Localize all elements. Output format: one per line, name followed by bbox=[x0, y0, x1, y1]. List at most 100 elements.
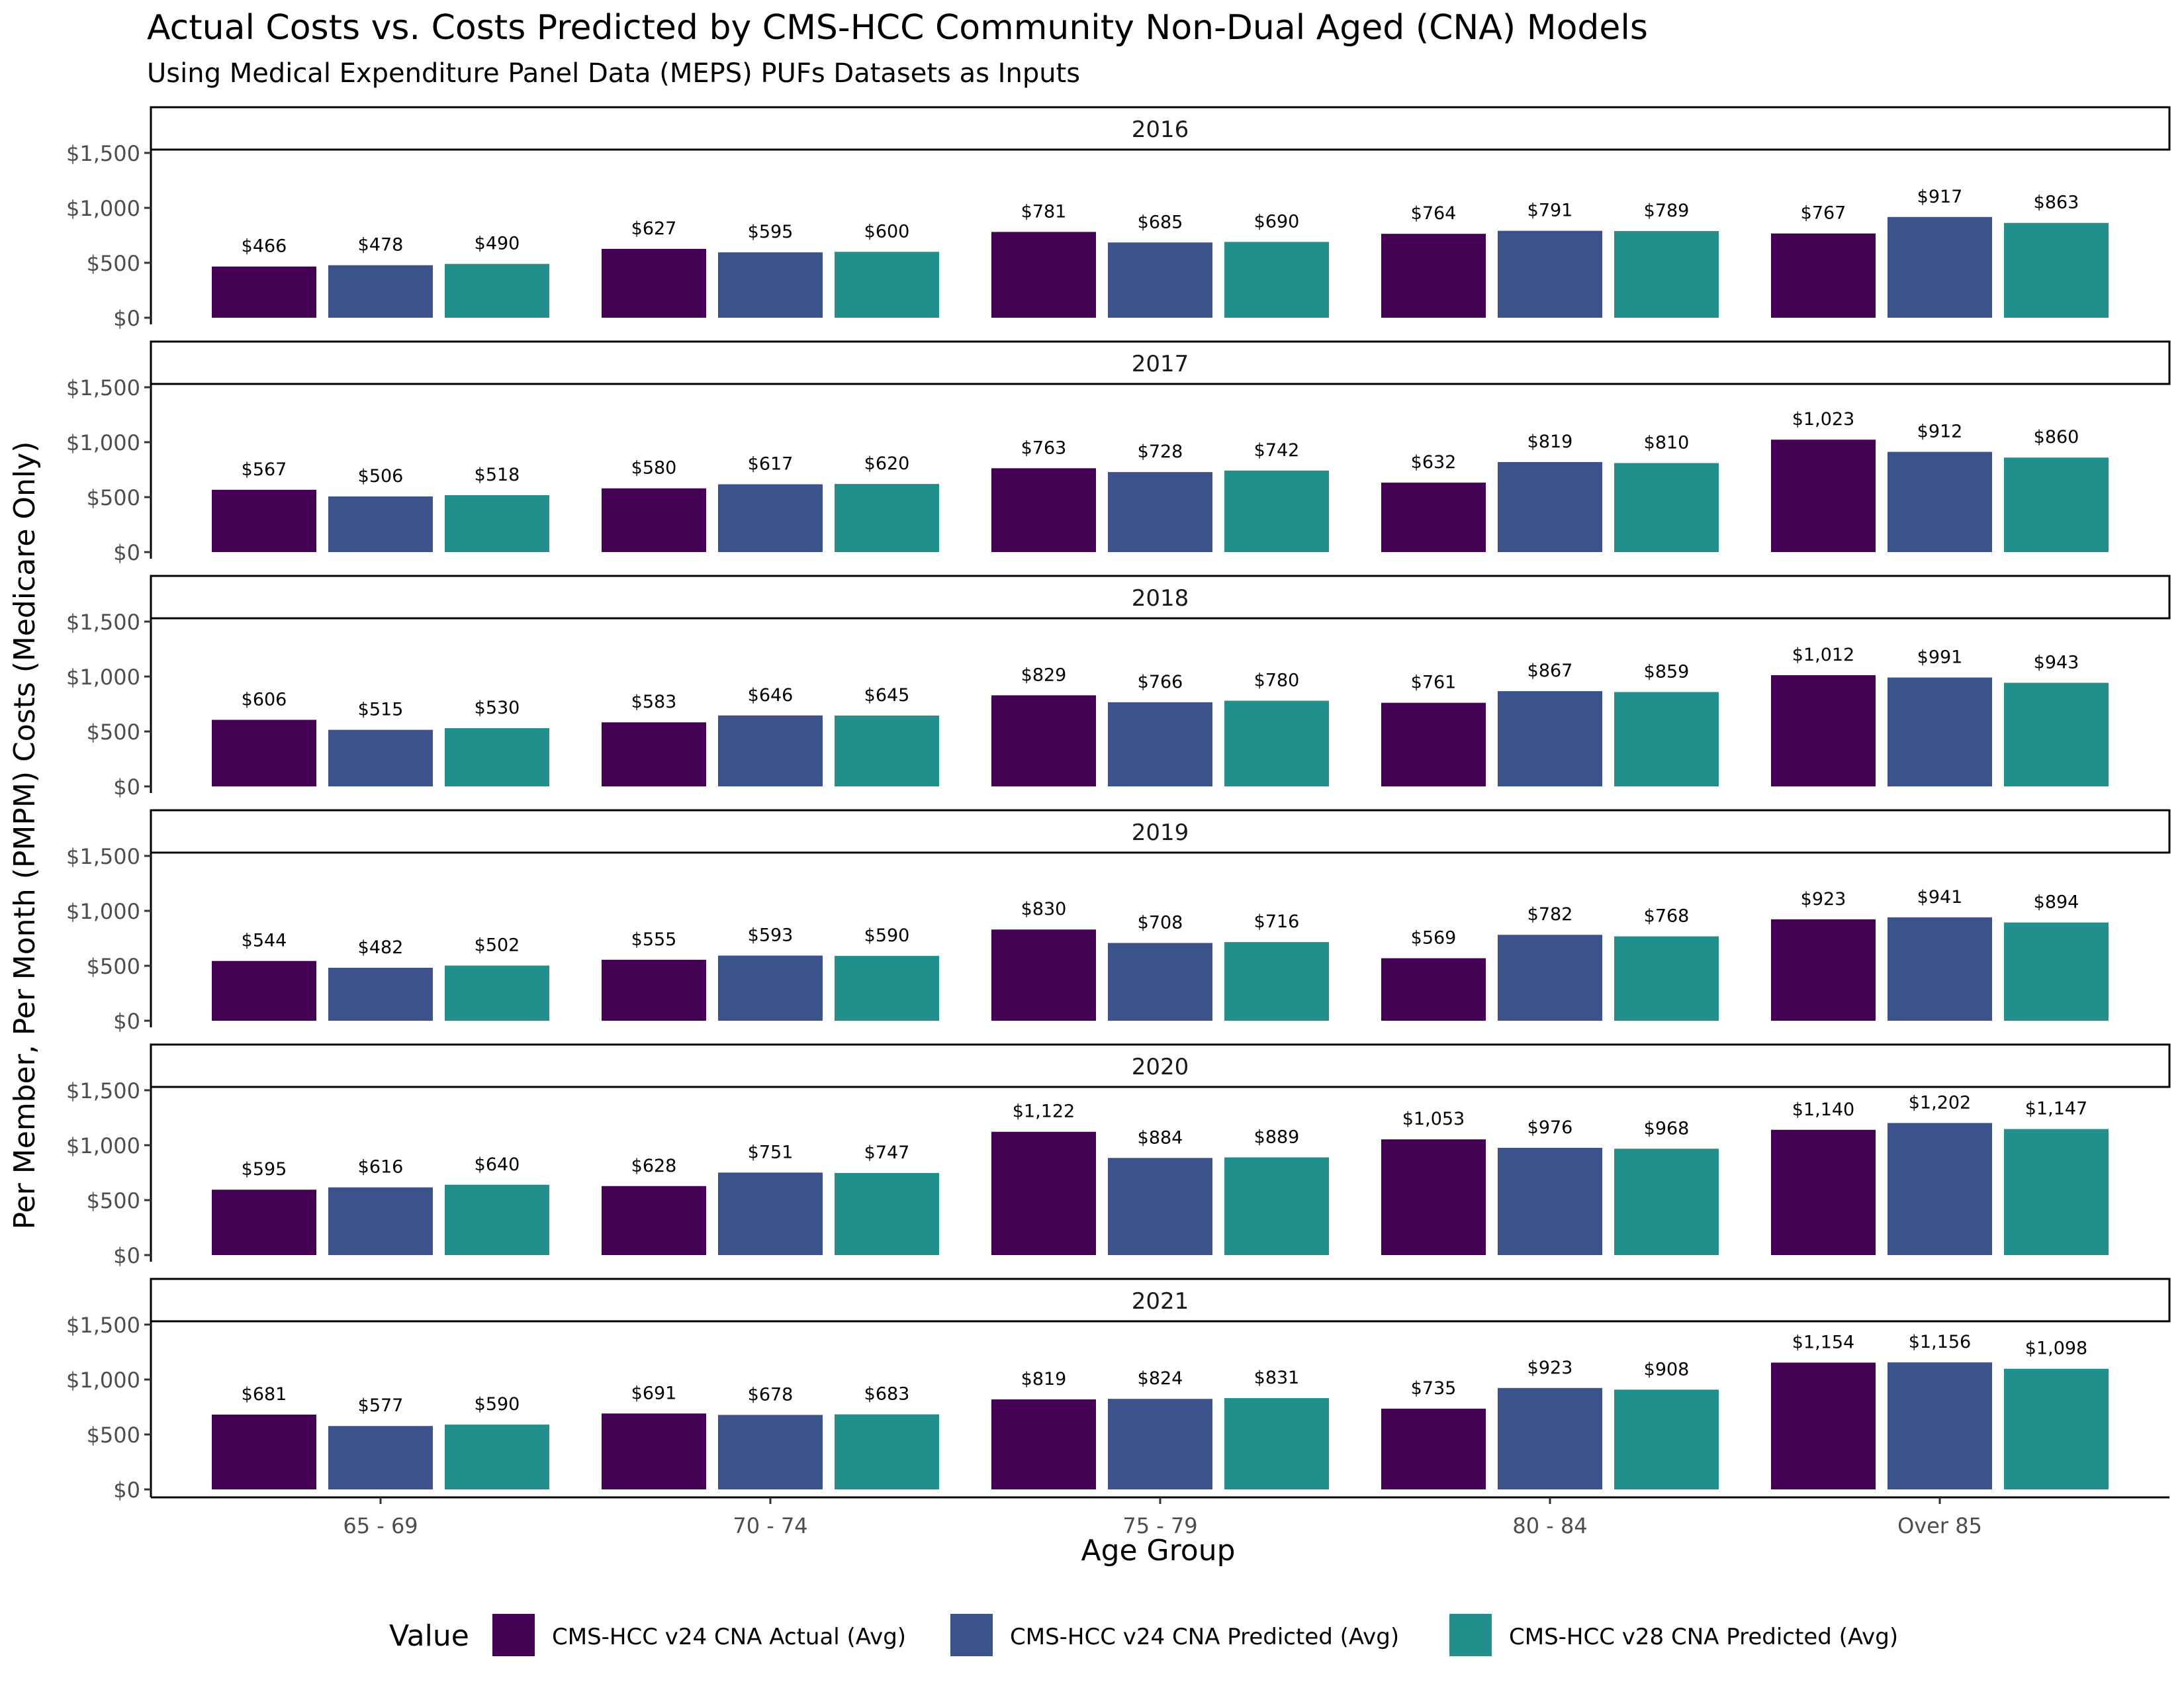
data-label: $590 bbox=[475, 1394, 520, 1415]
data-label: $968 bbox=[1644, 1118, 1690, 1139]
bar bbox=[718, 252, 823, 318]
bar bbox=[328, 496, 433, 552]
bar bbox=[1888, 216, 1992, 318]
y-axis-title: Per Member, Per Month (PMPM) Costs (Medi… bbox=[8, 442, 42, 1230]
bar bbox=[1614, 231, 1719, 318]
data-label: $595 bbox=[242, 1159, 287, 1180]
legend-swatch bbox=[950, 1614, 993, 1656]
data-label: $530 bbox=[475, 698, 520, 718]
bar bbox=[1381, 234, 1486, 318]
facet-strip bbox=[150, 1278, 2171, 1323]
data-label: $506 bbox=[358, 466, 404, 487]
bar bbox=[1888, 917, 1992, 1021]
data-label: $884 bbox=[1138, 1127, 1183, 1148]
y-tick-label: $1,000 bbox=[66, 665, 140, 690]
bar bbox=[1771, 1129, 1876, 1255]
y-tick-label: $1,000 bbox=[66, 1368, 140, 1393]
bar bbox=[445, 263, 549, 318]
bar bbox=[445, 495, 549, 552]
bar bbox=[1614, 936, 1719, 1021]
data-label: $889 bbox=[1254, 1127, 1300, 1147]
facet-label: 2019 bbox=[1132, 820, 1189, 846]
data-label: $747 bbox=[864, 1143, 910, 1163]
data-label: $502 bbox=[475, 935, 520, 956]
bar bbox=[1771, 675, 1876, 786]
data-label: $593 bbox=[748, 925, 794, 946]
data-label: $645 bbox=[864, 685, 910, 706]
data-label: $863 bbox=[2034, 193, 2079, 213]
data-label: $490 bbox=[475, 234, 520, 254]
bar bbox=[1771, 233, 1876, 318]
x-tick-label: 75 - 79 bbox=[1122, 1513, 1197, 1538]
bar bbox=[1888, 677, 1992, 786]
bar bbox=[1224, 1157, 1329, 1255]
bar bbox=[1888, 1123, 1992, 1255]
data-label: $941 bbox=[1917, 887, 1963, 908]
bar bbox=[718, 484, 823, 552]
data-label: $751 bbox=[748, 1142, 794, 1162]
data-label: $544 bbox=[242, 931, 287, 951]
bar bbox=[1224, 700, 1329, 786]
data-label: $515 bbox=[358, 700, 404, 720]
bar bbox=[445, 728, 549, 786]
bar bbox=[602, 488, 706, 552]
data-label: $595 bbox=[748, 222, 794, 242]
bar bbox=[602, 722, 706, 786]
data-label: $1,012 bbox=[1792, 645, 1854, 665]
data-label: $767 bbox=[1801, 203, 1846, 224]
data-label: $1,154 bbox=[1792, 1332, 1854, 1352]
bar bbox=[835, 252, 939, 318]
data-label: $791 bbox=[1527, 201, 1573, 221]
chart-subtitle: Using Medical Expenditure Panel Data (ME… bbox=[147, 58, 1081, 89]
y-tick-label: $1,500 bbox=[66, 141, 140, 166]
y-tick-label: $0 bbox=[113, 1009, 140, 1034]
data-label: $894 bbox=[2034, 892, 2079, 913]
bar bbox=[1108, 242, 1212, 318]
bar bbox=[445, 965, 549, 1021]
facet-label: 2016 bbox=[1132, 117, 1189, 143]
y-tick-label: $500 bbox=[87, 1188, 140, 1213]
y-tick-label: $1,000 bbox=[66, 196, 140, 221]
bar bbox=[1498, 1387, 1602, 1489]
y-tick-label: $500 bbox=[87, 251, 140, 276]
data-label: $466 bbox=[242, 236, 287, 257]
data-label: $917 bbox=[1917, 187, 1963, 207]
bar bbox=[991, 232, 1096, 318]
bar bbox=[1224, 942, 1329, 1021]
bar bbox=[212, 961, 316, 1021]
bar bbox=[1381, 958, 1486, 1021]
y-tick-label: $1,500 bbox=[66, 844, 140, 869]
panel-2017: 2017 $0 $500 $1,000 $1,500 $567 $580 $763 $632 $1… bbox=[66, 340, 2171, 565]
y-tick-label: $1,500 bbox=[66, 375, 140, 400]
data-label: $742 bbox=[1254, 440, 1300, 461]
data-label: $781 bbox=[1021, 201, 1067, 222]
data-label: $819 bbox=[1021, 1369, 1067, 1389]
legend-title: Value bbox=[389, 1619, 469, 1653]
bar bbox=[1771, 440, 1876, 552]
y-tick-label: $1,500 bbox=[66, 610, 140, 635]
bar bbox=[835, 484, 939, 552]
bar bbox=[1108, 1399, 1212, 1489]
bar bbox=[835, 715, 939, 786]
bar bbox=[718, 1415, 823, 1489]
bar bbox=[602, 1186, 706, 1255]
data-label: $728 bbox=[1138, 442, 1183, 462]
data-label: $860 bbox=[2034, 427, 2079, 447]
legend-swatch bbox=[1449, 1614, 1492, 1656]
bar bbox=[1224, 470, 1329, 552]
panel-2019: 2019 $0 $500 $1,000 $1,500 $544 $555 $830 $569 $9… bbox=[66, 809, 2171, 1034]
data-label: $923 bbox=[1801, 889, 1846, 910]
bar bbox=[718, 715, 823, 786]
data-label: $620 bbox=[864, 453, 910, 474]
y-tick-label: $1,500 bbox=[66, 1078, 140, 1103]
data-label: $908 bbox=[1644, 1359, 1690, 1380]
panel-2018: 2018 $0 $500 $1,000 $1,500 $606 $583 $829 $761 $1… bbox=[66, 575, 2171, 800]
data-label: $1,202 bbox=[1909, 1092, 1971, 1113]
data-label: $685 bbox=[1138, 212, 1183, 232]
bar bbox=[1498, 462, 1602, 552]
bar bbox=[602, 959, 706, 1021]
data-label: $991 bbox=[1917, 647, 1963, 667]
data-label: $819 bbox=[1527, 432, 1573, 452]
bar bbox=[1381, 1139, 1486, 1255]
x-tick-label: 70 - 74 bbox=[733, 1513, 807, 1538]
